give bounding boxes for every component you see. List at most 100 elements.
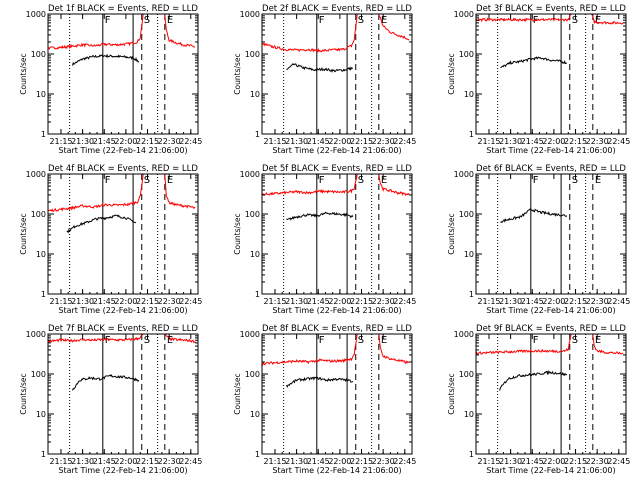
- x-tick-label: 21:15: [477, 457, 500, 466]
- y-axis-label: Counts/sec: [447, 373, 456, 414]
- series-line-events: [66, 214, 137, 234]
- marker-label-S: S: [358, 335, 364, 346]
- x-tick-label: 22:15: [350, 137, 373, 146]
- series-line-events: [286, 211, 354, 221]
- y-tick-label: 1000: [240, 330, 260, 339]
- panel-title: Det 1f BLACK = Events, RED = LLD: [48, 4, 198, 14]
- x-tick-label: 22:45: [607, 457, 630, 466]
- x-tick-label: 21:30: [499, 297, 522, 306]
- x-tick-label: 21:15: [49, 297, 72, 306]
- y-tick-label: 100: [245, 370, 260, 379]
- x-tick-label: 22:00: [328, 297, 351, 306]
- x-tick-label: 21:15: [49, 457, 72, 466]
- x-axis-label: Start Time (22-Feb-14 21:06:00): [486, 146, 615, 155]
- y-tick-label: 1: [469, 450, 474, 459]
- x-tick-label: 21:30: [71, 137, 94, 146]
- x-axis-label: Start Time (22-Feb-14 21:06:00): [58, 306, 187, 315]
- marker-label-F: F: [105, 175, 111, 186]
- x-tick-label: 22:00: [114, 297, 137, 306]
- x-axis-label: Start Time (22-Feb-14 21:06:00): [486, 466, 615, 475]
- plot-frame: [261, 173, 413, 295]
- x-tick-label: 22:00: [114, 137, 137, 146]
- y-tick-label: 1: [41, 450, 46, 459]
- marker-label-F: F: [319, 15, 325, 26]
- panel-title: Det 6f BLACK = Events, RED = LLD: [476, 164, 626, 174]
- x-tick-label: 22:45: [393, 297, 416, 306]
- y-tick-label: 100: [245, 50, 260, 59]
- x-tick-label: 22:15: [136, 137, 159, 146]
- y-axis-label: Counts/sec: [233, 213, 242, 254]
- marker-label-E: E: [167, 15, 173, 26]
- x-axis-label: Start Time (22-Feb-14 21:06:00): [272, 306, 401, 315]
- series-line-events: [286, 376, 354, 389]
- panel-title: Det 3f BLACK = Events, RED = LLD: [476, 4, 626, 14]
- y-tick-label: 100: [31, 370, 46, 379]
- marker-label-S: S: [572, 15, 578, 26]
- y-tick-label: 1: [469, 290, 474, 299]
- x-tick-label: 21:30: [71, 297, 94, 306]
- marker-label-E: E: [381, 15, 387, 26]
- y-tick-label: 10: [250, 410, 260, 419]
- series-line-lld: [48, 14, 196, 50]
- y-tick-label: 10: [36, 250, 46, 259]
- x-tick-label: 22:00: [114, 457, 137, 466]
- series-line-lld: [262, 14, 410, 54]
- y-tick-label: 100: [31, 50, 46, 59]
- marker-label-F: F: [533, 335, 539, 346]
- y-tick-label: 100: [459, 370, 474, 379]
- x-tick-label: 22:00: [542, 297, 565, 306]
- y-tick-label: 10: [250, 250, 260, 259]
- marker-label-E: E: [381, 335, 387, 346]
- x-tick-label: 22:15: [136, 457, 159, 466]
- plot-frame: [475, 333, 627, 455]
- y-tick-label: 1: [41, 130, 46, 139]
- series-line-lld: [476, 14, 624, 25]
- y-tick-label: 1000: [26, 330, 46, 339]
- y-tick-label: 10: [464, 250, 474, 259]
- x-axis-label: Start Time (22-Feb-14 21:06:00): [272, 146, 401, 155]
- y-tick-label: 10: [464, 410, 474, 419]
- x-tick-label: 22:15: [350, 297, 373, 306]
- x-tick-label: 21:30: [285, 297, 308, 306]
- x-tick-label: 21:15: [263, 297, 286, 306]
- x-tick-label: 21:30: [499, 137, 522, 146]
- marker-label-E: E: [167, 335, 173, 346]
- x-tick-label: 22:00: [328, 457, 351, 466]
- y-axis-label: Counts/sec: [19, 53, 28, 94]
- x-tick-label: 21:15: [263, 457, 286, 466]
- y-tick-label: 1000: [26, 170, 46, 179]
- y-tick-label: 1: [255, 450, 260, 459]
- x-tick-label: 22:45: [393, 137, 416, 146]
- x-tick-label: 22:30: [158, 457, 181, 466]
- x-tick-label: 22:30: [586, 297, 609, 306]
- x-tick-label: 22:15: [564, 297, 587, 306]
- panel-title: Det 9f BLACK = Events, RED = LLD: [476, 324, 626, 334]
- y-tick-label: 1: [255, 130, 260, 139]
- x-tick-label: 22:15: [136, 297, 159, 306]
- marker-label-S: S: [572, 335, 578, 346]
- marker-label-E: E: [595, 335, 601, 346]
- y-tick-label: 100: [31, 210, 46, 219]
- panel-title: Det 7f BLACK = Events, RED = LLD: [48, 324, 198, 334]
- x-tick-label: 22:30: [372, 137, 395, 146]
- y-tick-label: 100: [245, 210, 260, 219]
- y-axis-label: Counts/sec: [447, 53, 456, 94]
- y-axis-label: Counts/sec: [447, 213, 456, 254]
- x-tick-label: 21:45: [307, 457, 330, 466]
- x-tick-label: 21:15: [477, 297, 500, 306]
- x-tick-label: 22:45: [607, 137, 630, 146]
- y-tick-label: 1: [41, 290, 46, 299]
- x-tick-label: 22:30: [586, 457, 609, 466]
- series-line-events: [500, 208, 568, 223]
- y-axis-label: Counts/sec: [19, 373, 28, 414]
- x-axis-label: Start Time (22-Feb-14 21:06:00): [272, 466, 401, 475]
- x-tick-label: 21:45: [307, 137, 330, 146]
- series-line-lld: [262, 334, 410, 366]
- y-tick-label: 1000: [454, 10, 474, 19]
